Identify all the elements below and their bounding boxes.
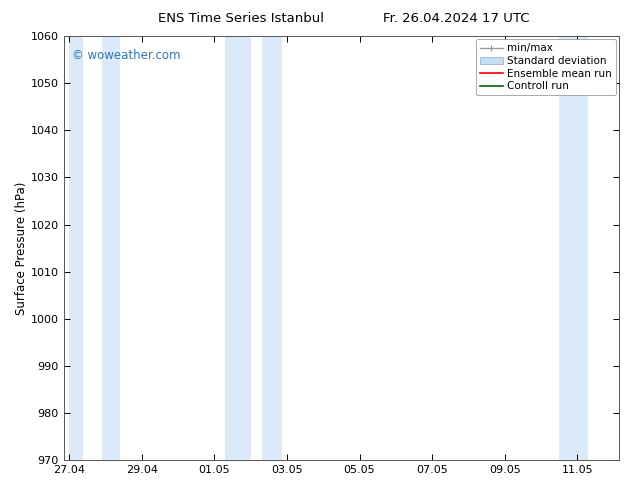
Text: © woweather.com: © woweather.com: [72, 49, 181, 62]
Bar: [69, 36, 83, 460]
Legend: min/max, Standard deviation, Ensemble mean run, Controll run: min/max, Standard deviation, Ensemble me…: [476, 39, 616, 96]
Bar: [262, 36, 281, 460]
Bar: [225, 36, 250, 460]
Y-axis label: Surface Pressure (hPa): Surface Pressure (hPa): [15, 181, 28, 315]
Bar: [102, 36, 120, 460]
Text: Fr. 26.04.2024 17 UTC: Fr. 26.04.2024 17 UTC: [383, 12, 530, 25]
Bar: [559, 36, 588, 460]
Text: ENS Time Series Istanbul: ENS Time Series Istanbul: [158, 12, 324, 25]
